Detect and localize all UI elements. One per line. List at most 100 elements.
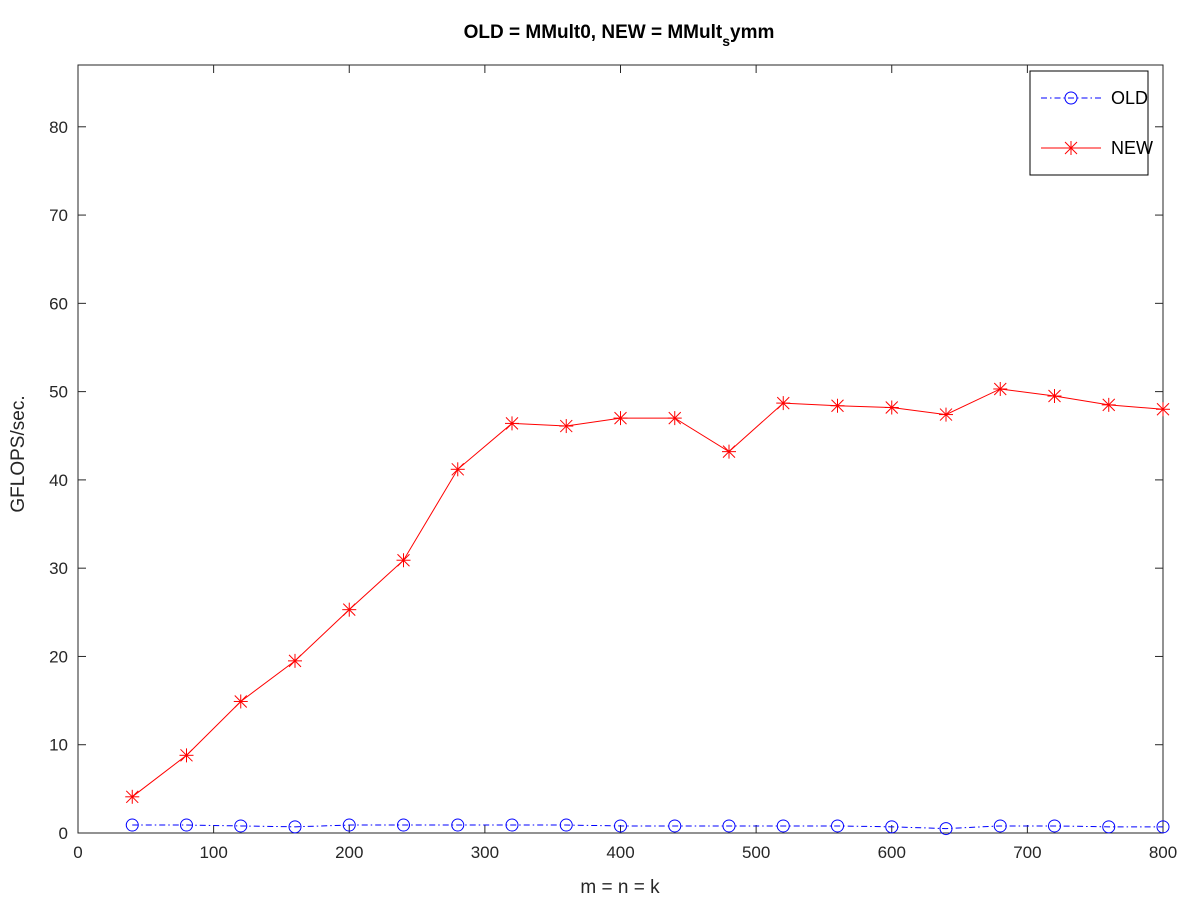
y-tick-label: 20 [49, 647, 68, 666]
data-point-new [288, 653, 302, 668]
data-point-old [1102, 820, 1116, 834]
x-tick-label: 800 [1149, 843, 1177, 862]
marker-stroke [1156, 402, 1170, 416]
data-point-old [559, 818, 573, 832]
y-tick-label: 80 [49, 118, 68, 137]
y-tick-label: 10 [49, 736, 68, 755]
y-tick-label: 40 [49, 471, 68, 490]
data-point-new [884, 400, 899, 415]
y-axis-label: GFLOPS/sec. [8, 395, 29, 512]
data-point-new [233, 694, 248, 709]
marker-stroke [614, 411, 627, 425]
data-point-new [939, 407, 953, 422]
data-point-new [722, 444, 736, 459]
data-point-old [885, 820, 899, 834]
marker-stroke [397, 553, 410, 567]
data-point-old [722, 819, 736, 833]
x-tick-label: 600 [878, 843, 906, 862]
chart-title: OLD = MMult0, NEW = MMultsymm [464, 22, 775, 49]
marker-stroke [831, 399, 844, 413]
data-point-old [668, 819, 682, 833]
chart-title-subscript: s [722, 33, 730, 49]
legend-label-new: NEW [1111, 138, 1153, 158]
marker-stroke [451, 462, 465, 476]
data-point-new [396, 553, 411, 568]
x-tick-label: 200 [335, 843, 363, 862]
marker-stroke [559, 419, 573, 433]
y-tick-label: 50 [49, 383, 68, 402]
marker-stroke [722, 445, 736, 459]
marker-stroke [505, 417, 519, 430]
data-point-new [667, 411, 682, 426]
data-point-new [1156, 402, 1170, 417]
marker-stroke [668, 411, 682, 425]
data-point-old [342, 818, 356, 832]
marker-stroke [180, 748, 193, 762]
data-point-new [179, 748, 194, 763]
marker-stroke [1064, 141, 1078, 155]
x-tick-label: 0 [73, 843, 82, 862]
legend-item-old: OLD [1041, 88, 1148, 108]
legend-label-old: OLD [1111, 88, 1148, 108]
data-point-old [993, 819, 1007, 833]
data-point-old [451, 818, 465, 832]
marker-stroke [885, 401, 899, 414]
data-point-new [830, 398, 845, 413]
x-tick-label: 300 [471, 843, 499, 862]
y-tick-label: 30 [49, 559, 68, 578]
data-point-old [1048, 819, 1061, 833]
data-point-old [125, 818, 139, 832]
x-tick-label: 400 [606, 843, 634, 862]
plot-frame [77, 64, 1164, 834]
plot-area: 0 100 200 300 400 500 600 700 800 0 10 20 30 40 50 60 70… [49, 64, 1177, 862]
marker-stroke [993, 382, 1007, 396]
data-point-old [397, 818, 410, 832]
data-point-new [1047, 389, 1062, 404]
marker-stroke [776, 396, 790, 410]
legend-marker-old [1064, 91, 1078, 105]
marker-stroke [234, 695, 248, 708]
data-point-new [993, 381, 1008, 396]
legend: OLD NEW [1029, 70, 1153, 176]
marker-stroke [1102, 398, 1116, 412]
data-point-new [613, 411, 628, 426]
series-old [125, 818, 1170, 836]
series-line-old [132, 824, 1163, 830]
x-tick-label: 500 [742, 843, 770, 862]
data-point-old [505, 818, 519, 832]
data-point-new [1101, 397, 1116, 412]
data-point-new [450, 462, 465, 477]
legend-marker-new [1064, 141, 1078, 155]
data-point-old [234, 819, 248, 833]
data-point-new [559, 419, 574, 434]
data-point-new [125, 789, 140, 804]
chart-title-main: OLD = MMult0, NEW = MMult [464, 22, 723, 43]
data-point-old [1156, 820, 1170, 834]
x-axis-label: m = n = k [580, 877, 660, 898]
y-tick-label: 0 [59, 824, 68, 843]
data-point-old [939, 822, 953, 836]
data-point-old [614, 819, 627, 833]
x-tick-label: 100 [199, 843, 227, 862]
series-new [125, 381, 1170, 804]
marker-stroke [288, 654, 302, 668]
y-tick-label: 60 [49, 294, 68, 313]
legend-box [1029, 70, 1149, 176]
data-point-old [831, 819, 844, 833]
series-line-new [131, 388, 1164, 798]
y-tick-label: 70 [49, 206, 68, 225]
data-point-old [288, 820, 302, 834]
data-point-old [180, 818, 193, 832]
marker-stroke [125, 790, 139, 804]
legend-item-new: NEW [1041, 138, 1153, 158]
chart-title-suffix: ymm [730, 22, 774, 43]
data-point-new [776, 396, 791, 411]
x-tick-label: 700 [1013, 843, 1041, 862]
data-point-new [505, 416, 519, 431]
marker-stroke [939, 408, 953, 421]
data-point-new [342, 602, 357, 617]
data-point-old [776, 819, 790, 833]
marker-stroke [342, 603, 356, 617]
marker-stroke [1048, 389, 1061, 403]
